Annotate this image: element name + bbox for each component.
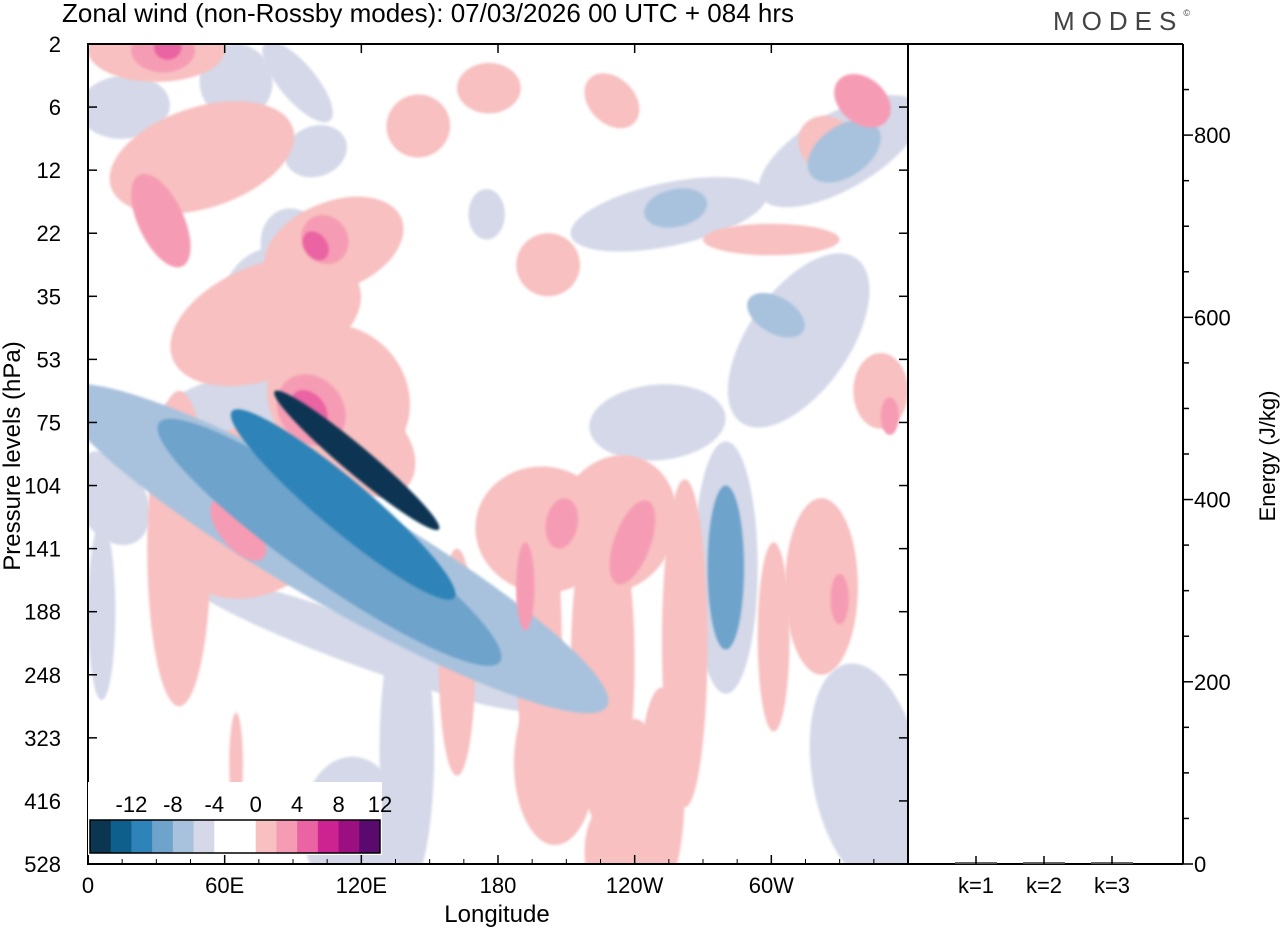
wind-anomaly-contour	[584, 800, 640, 864]
wind-anomaly-contour	[284, 125, 347, 178]
wind-anomaly-contour	[457, 62, 521, 114]
colorbar-swatch	[276, 820, 298, 853]
wind-anomaly-contour	[853, 353, 908, 429]
wind-anomaly-contour	[880, 397, 899, 436]
colorbar-swatch	[131, 820, 153, 853]
colorbar-label: -4	[205, 792, 225, 817]
energy-category-label: k=3	[1094, 873, 1130, 898]
wind-anomaly-contour	[386, 94, 451, 158]
y-tick-label: 141	[24, 537, 61, 562]
colorbar-swatch	[317, 820, 339, 853]
colorbar-swatch	[338, 820, 360, 853]
x-tick-label: 60E	[205, 873, 244, 898]
y-tick-label: 35	[37, 284, 61, 309]
y-tick-label: 104	[24, 474, 61, 499]
wind-anomaly-contour	[757, 542, 790, 732]
y-tick-label: 528	[24, 852, 61, 877]
y-tick-label: 188	[24, 600, 61, 625]
brand-logo: MODES©	[1053, 6, 1190, 37]
wind-anomaly-contour	[785, 498, 858, 675]
y-tick-label: 53	[37, 347, 61, 372]
colorbar-label: 4	[291, 792, 303, 817]
colorbar-swatch	[297, 820, 319, 853]
wind-anomaly-contour	[703, 223, 840, 256]
wind-anomaly-contour	[727, 253, 870, 428]
energy-y-tick-label: 400	[1194, 488, 1231, 513]
y-tick-label: 248	[24, 663, 61, 688]
x-tick-label: 60W	[749, 873, 794, 898]
energy-category-label: k=2	[1026, 873, 1062, 898]
wind-anomaly-contour	[513, 681, 596, 846]
wind-anomaly-contour	[545, 498, 579, 549]
x-tick-label: 120W	[606, 873, 664, 898]
wind-anomaly-contour	[88, 523, 116, 700]
brand-name: MODES	[1053, 6, 1184, 36]
colorbar-swatch	[152, 820, 174, 853]
y-tick-label: 323	[24, 726, 61, 751]
wind-anomaly-contour	[210, 498, 267, 561]
y-tick-label: 75	[37, 410, 61, 435]
colorbar-label: 0	[250, 792, 262, 817]
colorbar-swatch	[359, 820, 381, 853]
colorbar-swatch	[110, 820, 132, 853]
energy-y-tick-label: 600	[1194, 305, 1231, 330]
wind-anomaly-contour	[154, 44, 182, 60]
wind-anomaly-contour	[302, 231, 329, 261]
wind-anomaly-contour	[157, 418, 502, 666]
wind-anomaly-contour	[88, 75, 170, 139]
y-tick-label: 2	[49, 32, 61, 57]
colorbar-label: 12	[368, 792, 392, 817]
wind-anomaly-contour	[707, 485, 744, 650]
wind-anomaly-contour	[516, 233, 580, 297]
wind-anomaly-contour	[830, 573, 849, 625]
wind-anomaly-contour	[644, 188, 708, 228]
colorbar-swatch	[90, 820, 112, 853]
wind-anomaly-contour	[468, 189, 505, 240]
x-axis-label: Longitude	[444, 901, 549, 928]
colorbar-label: 8	[332, 792, 344, 817]
energy-category-label: k=1	[958, 873, 994, 898]
wind-anomaly-contour	[609, 500, 656, 585]
y-tick-label: 416	[24, 789, 61, 814]
wind-anomaly-contour	[131, 173, 191, 268]
wind-anomaly-contour	[589, 384, 726, 461]
wind-anomaly-contour	[516, 542, 535, 631]
wind-anomaly-contour	[747, 292, 805, 338]
colorbar: -12 -8 -4 0 4 8 12	[88, 782, 392, 855]
chart-title: Zonal wind (non-Rossby modes): 07/03/202…	[62, 0, 794, 28]
energy-y-tick-label: 200	[1194, 670, 1231, 695]
colorbar-swatch	[255, 820, 277, 853]
wind-anomaly-contour	[809, 663, 908, 864]
colorbar-swatch	[172, 820, 194, 853]
brand-mark: ©	[1183, 8, 1190, 18]
y-tick-label: 22	[37, 221, 61, 246]
colorbar-frame	[89, 819, 381, 854]
wind-anomaly-contour	[834, 74, 891, 128]
colorbar-label: -8	[163, 792, 183, 817]
y-axis-label: Pressure levels (hPa)	[0, 341, 26, 570]
wind-anomaly-contour	[807, 119, 881, 183]
colorbar-swatch	[235, 820, 257, 853]
energy-axis-label: Energy (J/kg)	[1255, 391, 1280, 522]
wind-anomaly-contour	[262, 44, 333, 123]
x-tick-label: 120E	[336, 873, 387, 898]
energy-panel: 0 200 400 600 800 Energy (J/kg) k=1 k=2 k=3	[908, 43, 1280, 898]
energy-y-tick-label: 800	[1194, 123, 1231, 148]
wind-anomaly-contour	[274, 390, 440, 531]
colorbar-swatch	[214, 820, 236, 853]
energy-y-tick-label: 0	[1194, 852, 1206, 877]
colorbar-label: -12	[116, 792, 148, 817]
x-tick-label: 180	[480, 873, 517, 898]
wind-anomaly-contour	[230, 409, 456, 600]
wind-anomaly-contour	[584, 73, 640, 129]
colorbar-swatch	[193, 820, 215, 853]
y-tick-label: 6	[49, 95, 61, 120]
y-tick-label: 12	[37, 158, 61, 183]
x-tick-label: 0	[82, 873, 94, 898]
